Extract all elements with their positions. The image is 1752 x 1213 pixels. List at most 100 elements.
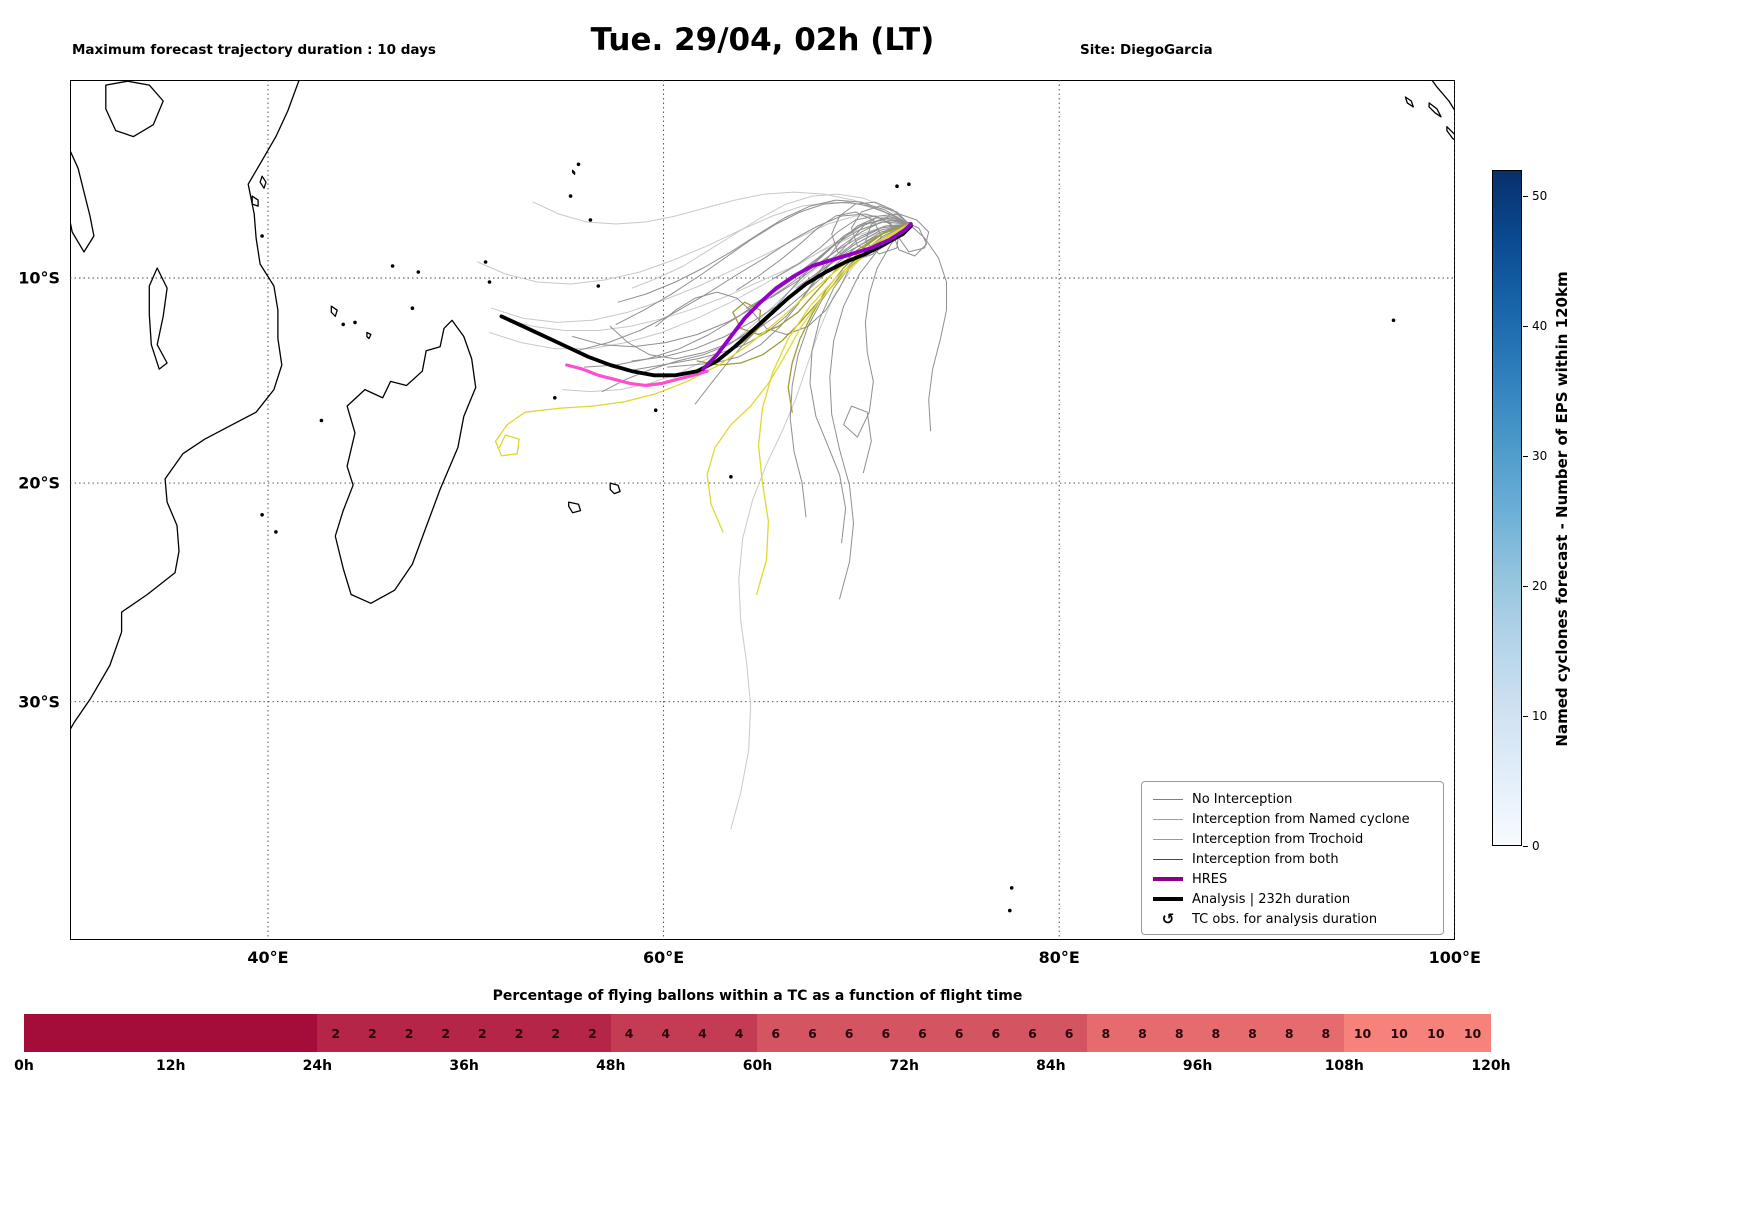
legend-item: Interception from both [1152, 849, 1433, 869]
flight-bar-cell: 2 [464, 1014, 501, 1052]
legend-item: ↺ TC obs. for analysis duration [1152, 909, 1433, 929]
flight-bar-cell [60, 1014, 98, 1052]
coastline [70, 80, 300, 732]
trajectory-no-interception [615, 201, 910, 325]
flight-bar-cell: 8 [1160, 1014, 1198, 1052]
island-dot [260, 513, 264, 517]
flight-bar-cell [134, 1014, 171, 1052]
coastline-island [259, 175, 267, 189]
legend-line [1153, 897, 1183, 901]
trajectory-no-interception-faint [532, 191, 910, 225]
island-dot [319, 418, 324, 423]
flight-bar-cell: 4 [610, 1014, 648, 1052]
legend-label: HRES [1192, 871, 1228, 887]
island-dot [487, 280, 492, 284]
flight-bar-cell: 2 [354, 1014, 391, 1052]
trajectory-no-interception [625, 217, 910, 372]
flight-bar-tick-label: 96h [1182, 1058, 1213, 1074]
coastline-island [1446, 126, 1455, 141]
lat-tick-label: 10°S [18, 268, 60, 288]
legend-item: Interception from Named cyclone [1152, 809, 1433, 829]
coastline-island [366, 331, 372, 340]
legend-line-swatch [1152, 858, 1184, 860]
trajectory-no-interception-faint [730, 223, 910, 830]
legend-line-swatch [1152, 798, 1184, 800]
flight-bar-cell: 6 [1050, 1014, 1088, 1052]
legend-label: Analysis | 232h duration [1192, 891, 1351, 907]
island-dot [260, 234, 264, 238]
flight-bar-cell [244, 1014, 281, 1052]
site-text: Site: DiegoGarcia [1080, 42, 1213, 58]
flight-bar-cell: 10 [1454, 1014, 1491, 1052]
flight-bar-cell: 6 [867, 1014, 905, 1052]
coastline-island [148, 267, 168, 370]
flight-bar-cell [280, 1014, 318, 1052]
flight-bar-cell: 2 [574, 1014, 611, 1052]
lon-tick-label: 80°E [1038, 948, 1080, 967]
trajectory-hres [701, 222, 913, 371]
flight-bar-cell: 10 [1417, 1014, 1455, 1052]
flight-bar-cell: 10 [1380, 1014, 1418, 1052]
legend-line-swatch [1152, 877, 1184, 881]
legend-item: Interception from Trochoid [1152, 829, 1433, 849]
colorbar-tickmark [1523, 196, 1528, 198]
coastline [1431, 80, 1455, 112]
island-dot [895, 184, 899, 188]
island-dot [483, 260, 488, 264]
flight-bar-cell: 4 [647, 1014, 685, 1052]
lat-tick-label: 20°S [18, 473, 60, 493]
trajectory-trochoid-yellow [706, 223, 910, 533]
plot-title: Tue. 29/04, 02h (LT) [590, 22, 935, 58]
island-dot [588, 218, 593, 222]
coastline-island [1428, 102, 1442, 118]
flight-bar-tick-label: 36h [449, 1058, 479, 1074]
island-dot [410, 306, 415, 311]
legend-line-swatch [1152, 818, 1184, 820]
tc-obs-marker-icon: ↺ [1161, 910, 1175, 928]
colorbar-tick-label: 20 [1532, 579, 1548, 593]
colorbar-tick-label: 50 [1532, 189, 1548, 203]
legend-line-swatch [1152, 838, 1184, 840]
trajectory-no-interception-faint [491, 215, 910, 323]
flight-bar-cell: 10 [1344, 1014, 1381, 1052]
coastline-island [251, 195, 259, 207]
legend-line [1153, 877, 1183, 881]
flight-bar-tick-label: 72h [889, 1058, 919, 1074]
legend-label: TC obs. for analysis duration [1192, 911, 1378, 927]
trajectory-trochoid-yellow [494, 223, 910, 457]
island-dot [390, 264, 395, 268]
legend: No Interception Interception from Named c… [1141, 781, 1444, 935]
legend-label: Interception from Trochoid [1192, 831, 1364, 847]
coastline-island [70, 148, 95, 253]
flight-bar-cell: 2 [537, 1014, 575, 1052]
island-dot [596, 284, 601, 288]
island-dot [1391, 318, 1396, 323]
colorbar [1492, 170, 1522, 846]
trajectory-trochoid-olive [787, 223, 910, 413]
colorbar-tick-label: 40 [1532, 319, 1548, 333]
flight-bar-cell [24, 1014, 61, 1052]
island-dot [907, 182, 911, 186]
legend-line [1153, 858, 1183, 860]
flight-bar-cell: 6 [977, 1014, 1015, 1052]
trajectory-no-interception [576, 213, 910, 352]
legend-item: HRES [1152, 869, 1433, 889]
flight-bar-cell: 8 [1234, 1014, 1271, 1052]
legend-line [1153, 798, 1183, 800]
flight-bar-tick-label: 60h [742, 1058, 773, 1074]
legend-line [1153, 838, 1183, 840]
flight-bar-cell: 6 [794, 1014, 831, 1052]
trajectory-no-interception-faint [500, 223, 910, 331]
flight-bar-cell: 8 [1270, 1014, 1308, 1052]
trajectory-no-interception-faint [477, 201, 910, 285]
flight-bar-cell: 2 [390, 1014, 428, 1052]
flight-bar-cell [207, 1014, 245, 1052]
flight-bar-cell: 8 [1124, 1014, 1161, 1052]
flight-bar-tick-label: 84h [1036, 1058, 1066, 1074]
flight-bar-cell: 8 [1087, 1014, 1125, 1052]
flight-bar-cell [170, 1014, 208, 1052]
colorbar-tickmark [1523, 456, 1528, 458]
flight-bar-cell: 6 [940, 1014, 978, 1052]
flight-bar-cell: 6 [757, 1014, 795, 1052]
